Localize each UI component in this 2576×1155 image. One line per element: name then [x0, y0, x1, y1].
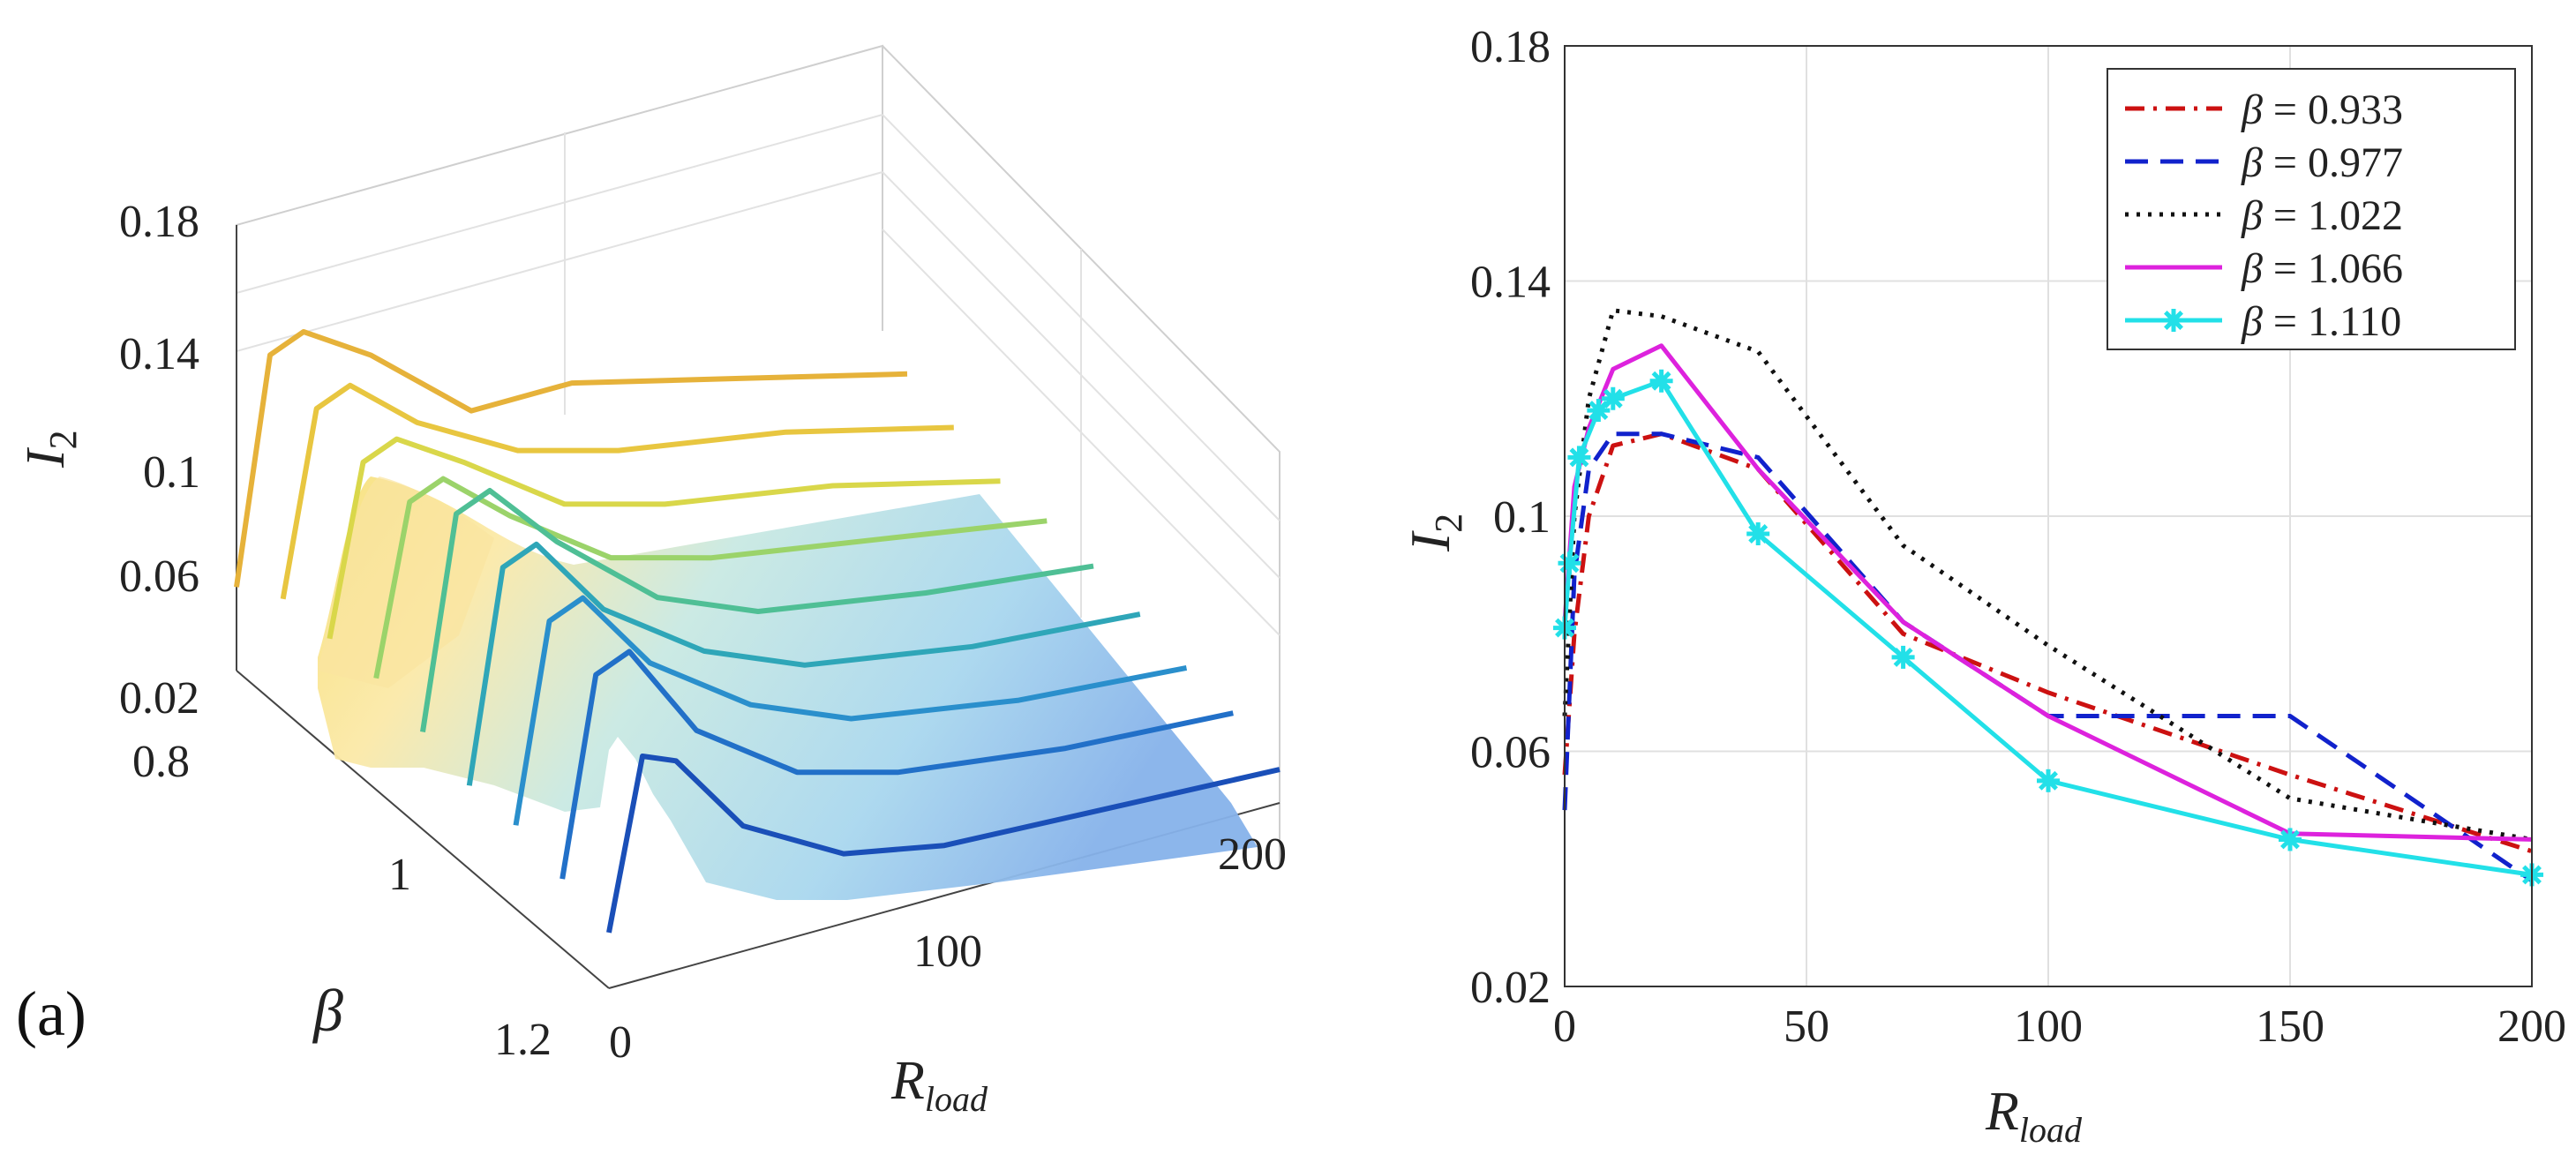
grid-line — [236, 114, 883, 294]
panel-label-a: (a) — [16, 979, 86, 1049]
chart-series — [1553, 308, 2543, 887]
surface-mesh — [318, 476, 1258, 900]
axes-box — [236, 44, 1280, 989]
legend-box — [2107, 68, 2516, 350]
surface-ridge-line — [327, 436, 1001, 640]
x-tick-label: 200 — [2497, 1001, 2566, 1052]
surface-axis-labels: I2 β Rload — [16, 430, 988, 1119]
rload-axis-label: Rload — [890, 1051, 988, 1119]
z-tick-label: 0.14 — [119, 329, 199, 379]
beta-tick-label: 0.8 — [132, 737, 190, 787]
line-chart-panel: 0 50 100 150 200 0.02 0.06 0.1 0.14 0.18 I2 Rloa… — [1377, 0, 2576, 1151]
surface-plot-panel: 0.18 0.14 0.1 0.06 0.02 0.8 1 1.2 0 100 … — [16, 44, 1287, 1119]
asterisk-marker — [1746, 521, 1770, 545]
beta-axis-label: β — [312, 977, 343, 1044]
beta-tick-label: 1 — [388, 850, 411, 900]
surface-face — [318, 476, 1258, 900]
y-tick-label: 0.14 — [1470, 258, 1551, 308]
legend-entry-label: β = 0.933 — [2241, 86, 2403, 133]
z-axis-label: I2 — [16, 430, 85, 469]
y-tick-labels: 0.02 0.06 0.1 0.14 0.18 — [1470, 22, 1551, 1013]
y-tick-label: 0.06 — [1470, 728, 1551, 778]
legend: β = 0.933 β = 0.977 β = 1.022 β = 1.066 β = … — [2107, 68, 2516, 350]
x-tick-label: 0 — [1553, 1001, 1576, 1052]
x-tick-label: 150 — [2256, 1001, 2324, 1052]
surface-ridge-line — [513, 595, 1188, 826]
surface-plot: 0.18 0.14 0.1 0.06 0.02 0.8 1 1.2 0 100 … — [16, 44, 1287, 1119]
surface-ridge-line — [560, 649, 1234, 880]
surface-contour-lines — [234, 329, 1280, 934]
series-line — [1562, 431, 2533, 854]
legend-entry-label: β = 1.022 — [2241, 192, 2403, 239]
surface-ridge-line — [280, 382, 954, 600]
surface-ridge-line — [606, 754, 1280, 934]
side-wall-outline — [882, 45, 1280, 865]
rload-tick-label: 100 — [913, 926, 982, 977]
ridge-shadow — [318, 476, 494, 688]
asterisk-marker — [2037, 769, 2060, 792]
surface-ridge-line — [234, 329, 908, 588]
z-tick-label: 0.02 — [119, 673, 199, 724]
asterisk-marker — [2279, 828, 2302, 851]
beta-tick-label: 1.2 — [494, 1015, 552, 1065]
series-line — [1562, 431, 2534, 883]
legend-entry-label: β = 1.066 — [2241, 245, 2403, 292]
x-axis-label: Rload — [1985, 1082, 2083, 1150]
beta-axis-line — [236, 670, 610, 989]
rload-tick-label: 0 — [609, 1017, 632, 1068]
x-tick-label: 100 — [2014, 1001, 2083, 1052]
surface-ridge-line — [466, 541, 1141, 786]
surface-ridge-line — [420, 488, 1094, 732]
z-tick-label: 0.06 — [119, 551, 199, 602]
asterisk-marker — [2162, 309, 2185, 332]
y-tick-label: 0.18 — [1470, 22, 1551, 72]
line-chart: 0 50 100 150 200 0.02 0.06 0.1 0.14 0.18 I2 Rloa… — [1399, 22, 2566, 1150]
surface-tick-labels: 0.18 0.14 0.1 0.06 0.02 0.8 1 1.2 0 100 … — [119, 197, 1287, 1068]
grid-line — [236, 171, 883, 352]
y-tick-label: 0.02 — [1470, 963, 1551, 1013]
asterisk-marker — [1567, 446, 1591, 469]
z-tick-label: 0.1 — [143, 447, 200, 498]
rload-tick-label: 200 — [1218, 829, 1287, 880]
surface-ridge-line — [373, 476, 1048, 679]
y-tick-label: 0.1 — [1493, 492, 1551, 543]
asterisk-marker — [1649, 369, 1673, 393]
legend-entry-label: β = 1.110 — [2241, 298, 2401, 345]
x-tick-label: 50 — [1784, 1001, 1829, 1052]
z-tick-label: 0.18 — [119, 197, 199, 247]
asterisk-marker — [1601, 386, 1625, 410]
asterisk-marker — [1558, 551, 1581, 575]
asterisk-marker — [1891, 645, 1915, 669]
legend-entry-label: β = 0.977 — [2241, 139, 2403, 186]
y-axis-label: I2 — [1399, 514, 1470, 552]
plot-area-frame — [1564, 45, 2533, 987]
x-tick-labels: 0 50 100 150 200 — [1553, 1001, 2566, 1052]
